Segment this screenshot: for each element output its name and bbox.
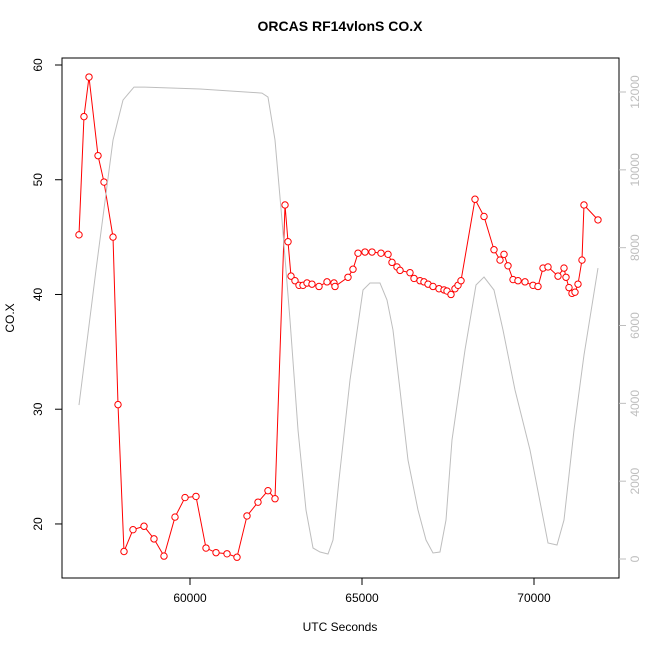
point — [323, 278, 331, 286]
point — [368, 248, 376, 256]
point — [560, 264, 568, 272]
point — [308, 280, 316, 288]
point — [565, 283, 573, 292]
point — [457, 277, 465, 285]
point — [233, 553, 241, 561]
series-line — [78, 86, 599, 555]
y-tick-label: 30 — [31, 402, 45, 416]
point — [562, 273, 570, 281]
point — [480, 212, 488, 221]
point — [271, 495, 279, 503]
point — [578, 256, 586, 264]
point — [471, 195, 479, 203]
y2-tick-label: 4000 — [628, 390, 642, 417]
x-tick-label: 65000 — [345, 591, 379, 605]
point — [80, 112, 88, 121]
x-tick-label: 70000 — [517, 591, 551, 605]
y2-tick-label: 10000 — [628, 153, 642, 187]
point — [384, 250, 392, 259]
y2-tick-label: 12000 — [628, 75, 642, 109]
point — [500, 250, 508, 259]
point — [150, 535, 158, 543]
y2-tick-label: 8000 — [628, 234, 642, 261]
point — [331, 282, 339, 291]
point — [344, 273, 352, 281]
y2-tick-label: 2000 — [628, 468, 642, 495]
point — [264, 486, 272, 495]
point — [129, 525, 137, 534]
point — [571, 288, 579, 296]
point — [361, 248, 369, 256]
point — [140, 522, 148, 530]
point — [171, 513, 179, 521]
point — [223, 550, 231, 558]
point — [100, 178, 108, 186]
point — [410, 274, 418, 283]
point — [160, 552, 168, 560]
point — [281, 201, 289, 209]
point — [212, 548, 220, 557]
point — [534, 282, 542, 291]
point — [109, 233, 117, 241]
x-axis-title: UTC Seconds — [303, 620, 378, 634]
point — [354, 249, 362, 257]
point — [554, 272, 562, 280]
point — [580, 201, 588, 209]
point — [388, 258, 396, 267]
point — [181, 493, 189, 502]
point — [254, 498, 262, 506]
y2-tick-label: 0 — [628, 555, 642, 562]
point — [85, 73, 93, 81]
point — [291, 277, 299, 285]
chart-title: ORCAS RF14vlonS CO.X — [258, 18, 424, 34]
point — [284, 237, 292, 246]
point — [490, 246, 498, 254]
point — [315, 282, 323, 291]
point — [574, 280, 582, 288]
point — [406, 268, 414, 277]
point — [75, 231, 83, 239]
point — [429, 282, 437, 291]
y-tick-label: 40 — [31, 287, 45, 301]
point — [377, 249, 385, 257]
point — [287, 272, 295, 280]
x-tick-label: 60000 — [173, 591, 207, 605]
y-tick-label: 60 — [31, 58, 45, 72]
point — [349, 265, 357, 273]
point — [396, 266, 404, 275]
point — [514, 277, 522, 285]
point — [94, 151, 102, 160]
y-tick-label: 50 — [31, 173, 45, 187]
point — [243, 512, 251, 520]
y2-tick-label: 6000 — [628, 312, 642, 339]
point — [114, 400, 122, 409]
y-tick-label: 20 — [31, 517, 45, 531]
point — [544, 263, 552, 271]
point — [496, 256, 504, 264]
point — [120, 547, 128, 556]
point — [504, 262, 512, 270]
plot-frame — [61, 57, 620, 579]
y-axis-title: CO.X — [3, 303, 17, 332]
point — [447, 290, 455, 299]
point — [202, 544, 210, 552]
point — [594, 216, 602, 224]
point — [192, 492, 200, 501]
point — [521, 278, 529, 286]
